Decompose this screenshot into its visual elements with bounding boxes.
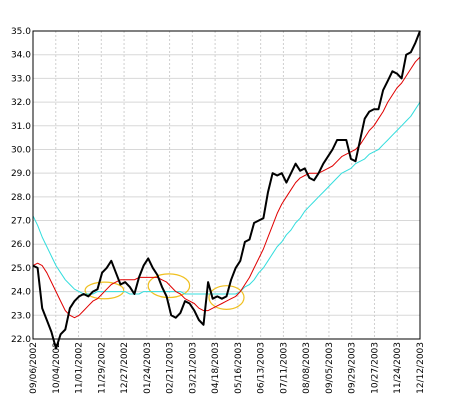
x-tick-label: 11/24/2003 <box>393 342 403 394</box>
x-tick-label: 08/08/2003 <box>302 342 312 394</box>
x-tick-label: 07/11/2003 <box>279 342 289 394</box>
y-tick-label: 30.0 <box>11 145 31 155</box>
y-tick-label: 28.0 <box>11 193 31 203</box>
highlight-ellipse <box>208 285 245 310</box>
x-tick-labels: 09/06/2002 10/04/2002 11/01/2002 11/29/2002… <box>29 342 426 394</box>
x-tick-label: 12/27/2002 <box>120 342 130 394</box>
y-tick-label: 26.0 <box>11 240 31 250</box>
y-tick-label: 23.0 <box>11 311 31 321</box>
x-tick-label: 09/29/2003 <box>348 342 358 394</box>
short-average-line <box>32 56 421 319</box>
x-tick-label: 11/01/2002 <box>75 342 85 394</box>
annotations <box>84 273 245 310</box>
x-tick-label: 01/24/2003 <box>143 342 153 394</box>
y-tick-label: 33.0 <box>11 74 31 84</box>
x-tick-label: 10/27/2003 <box>370 342 380 394</box>
y-tick-label: 29.0 <box>11 169 31 179</box>
y-tick-label: 25.0 <box>11 264 31 274</box>
x-tick-label: 02/21/2003 <box>166 342 176 394</box>
y-tick-label: 24.0 <box>11 288 31 298</box>
x-tick-label: 06/13/2003 <box>257 342 267 394</box>
y-tick-label: 22.0 <box>11 335 31 345</box>
x-tick-label: 09/06/2002 <box>29 342 39 394</box>
x-tick-label: 03/21/2003 <box>188 342 198 394</box>
series-lines <box>32 30 421 350</box>
x-tick-label: 10/04/2002 <box>52 342 62 394</box>
price-line <box>32 30 421 350</box>
plot-frame <box>32 30 421 340</box>
x-tick-label: 11/29/2002 <box>97 342 107 394</box>
x-tick-label: 12/12/2003 <box>416 342 426 394</box>
y-tick-label: 34.0 <box>11 51 31 61</box>
highlight-ellipse <box>147 273 191 299</box>
x-tick-label: 05/16/2003 <box>234 342 244 394</box>
x-tick-label: 09/05/2003 <box>325 342 335 394</box>
y-tick-labels: 22.0 23.0 24.0 25.0 26.0 27.0 28.0 29.0 30.0 31.0… <box>11 27 31 345</box>
y-tick-label: 35.0 <box>11 27 31 37</box>
y-tick-label: 27.0 <box>11 217 31 227</box>
y-tick-label: 32.0 <box>11 98 31 108</box>
highlight-ellipse <box>84 281 125 300</box>
x-tick-label: 04/18/2003 <box>211 342 221 394</box>
y-tick-label: 31.0 <box>11 122 31 132</box>
